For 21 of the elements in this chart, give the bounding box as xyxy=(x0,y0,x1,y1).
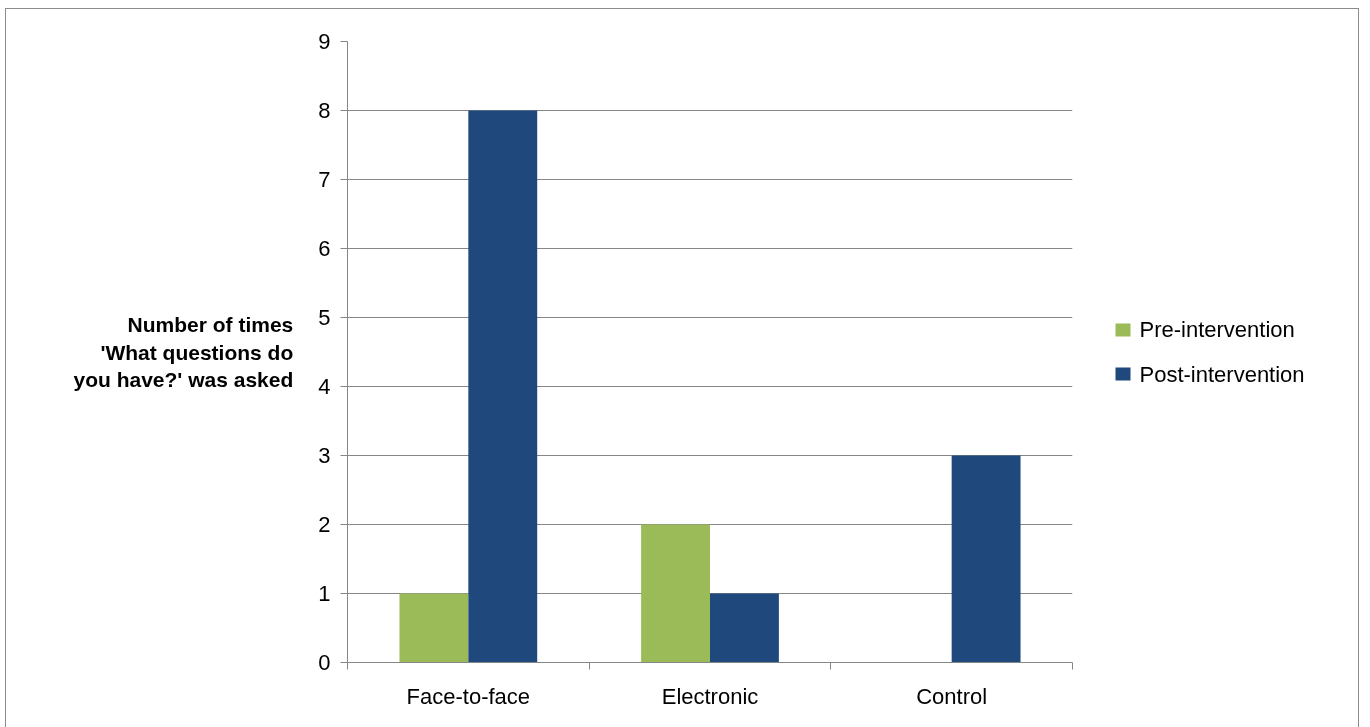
bar xyxy=(710,593,779,663)
y-tick-label: 5 xyxy=(318,305,331,330)
legend-label: Pre-intervention xyxy=(1139,317,1295,343)
bar xyxy=(468,110,538,663)
bar xyxy=(399,593,469,663)
y-tick-label: 9 xyxy=(318,29,331,54)
y-tick-label: 6 xyxy=(318,236,331,261)
y-tick-label: 1 xyxy=(318,581,331,606)
y-tick-label: 2 xyxy=(318,512,331,537)
bar xyxy=(641,524,710,663)
bar xyxy=(951,455,1021,663)
legend-label: Post-intervention xyxy=(1139,361,1305,387)
x-tick-label: Electronic xyxy=(661,683,759,709)
y-axis-title: Number of times 'What questions do you have?' was asked xyxy=(73,312,294,392)
y-tick-label: 4 xyxy=(318,374,331,399)
x-tick-label: Control xyxy=(916,683,988,709)
y-tick-label: 8 xyxy=(318,98,331,123)
y-tick-label: 3 xyxy=(318,443,331,468)
y-tick-label: 0 xyxy=(318,650,331,675)
y-tick-label: 7 xyxy=(318,167,331,192)
x-tick-label: Face-to-face xyxy=(406,683,531,709)
